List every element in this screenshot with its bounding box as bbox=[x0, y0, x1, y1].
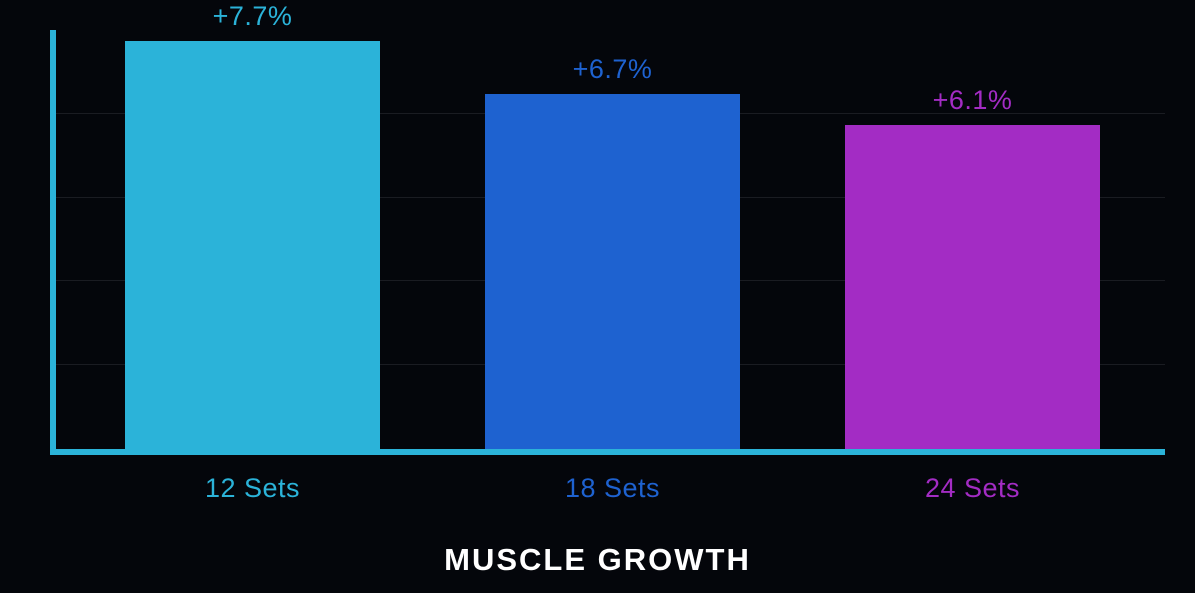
bar-value-label: +6.7% bbox=[485, 54, 740, 85]
bar: +6.1% bbox=[845, 125, 1100, 449]
bar-category-label: 24 Sets bbox=[845, 473, 1100, 504]
plot-area: +7.7% +6.7% +6.1% bbox=[50, 30, 1165, 455]
bar-category-label: 12 Sets bbox=[125, 473, 380, 504]
bar: +6.7% bbox=[485, 94, 740, 449]
bar-category-label: 18 Sets bbox=[485, 473, 740, 504]
bar-value-label: +7.7% bbox=[125, 1, 380, 32]
bar-value-label: +6.1% bbox=[845, 85, 1100, 116]
chart-container: +7.7% +6.7% +6.1% MUSCLE GROWTH 12 Sets 18 … bbox=[0, 0, 1195, 593]
x-axis bbox=[50, 449, 1165, 455]
chart-title: MUSCLE GROWTH bbox=[0, 542, 1195, 578]
bar: +7.7% bbox=[125, 41, 380, 449]
y-axis bbox=[50, 30, 56, 455]
